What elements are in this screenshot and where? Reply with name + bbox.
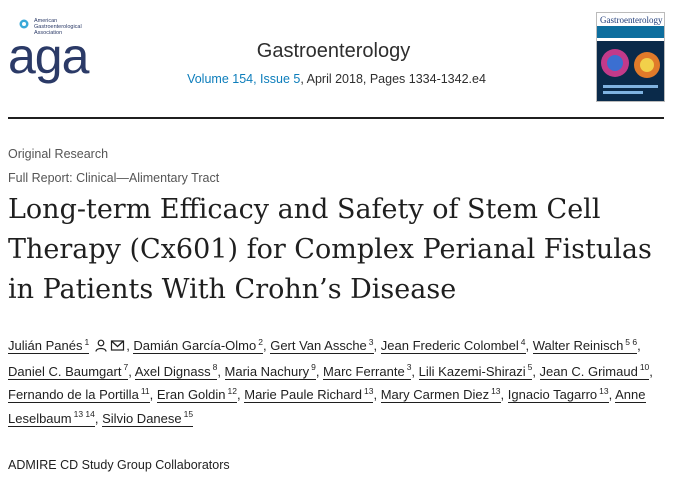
author-link[interactable]: Marie Paule Richard 13 xyxy=(244,385,374,403)
author-link[interactable]: Fernando de la Portilla 11 xyxy=(8,385,150,403)
author-link[interactable]: Ignacio Tagarro 13 xyxy=(507,385,609,403)
author-link[interactable]: Walter Reinisch 5 6 xyxy=(532,336,638,354)
aga-logo[interactable]: American Gastroenterological Association… xyxy=(8,18,92,88)
article-title: Long-term Efficacy and Safety of Stem Ce… xyxy=(8,194,652,305)
cover-title: Gastroenterology xyxy=(600,15,663,25)
author-link[interactable]: Gert Van Assche 3 xyxy=(270,336,374,354)
cover-art xyxy=(597,41,664,101)
author-link[interactable]: Julián Panés 1 xyxy=(8,336,90,354)
author-link[interactable]: Eran Goldin 12 xyxy=(156,385,237,403)
aga-wordmark: aga xyxy=(8,28,89,84)
author-link[interactable]: Damián García-Olmo 2 xyxy=(133,336,263,354)
author-link[interactable]: Jean C. Grimaud 10 xyxy=(539,362,650,380)
collaborators-link[interactable]: ADMIRE CD Study Group Collaborators xyxy=(8,458,230,472)
aga-org-name: American Gastroenterological Association xyxy=(34,18,82,36)
cover-band xyxy=(597,26,664,38)
author-link[interactable]: Axel Dignass 8 xyxy=(134,362,218,380)
issue-info: Volume 154, Issue 5, April 2018, Pages 1… xyxy=(0,72,673,86)
date-pages: , April 2018, Pages 1334-1342.e4 xyxy=(300,72,486,86)
article-type: Original Research xyxy=(8,147,109,161)
journal-title[interactable]: Gastroenterology xyxy=(256,40,411,62)
author-link[interactable]: Jean Frederic Colombel 4 xyxy=(380,336,526,354)
header-divider xyxy=(8,117,664,119)
author-link[interactable]: Mary Carmen Diez 13 xyxy=(380,385,501,403)
aga-emblem-icon xyxy=(19,19,29,29)
author-link[interactable]: Silvio Danese 15 xyxy=(102,409,194,427)
author-link[interactable]: Marc Ferrante 3 xyxy=(323,362,412,380)
journal-cover-thumbnail[interactable]: Gastroenterology xyxy=(596,12,665,102)
report-section: Full Report: Clinical—Alimentary Tract xyxy=(8,171,220,185)
person-icon xyxy=(95,339,107,352)
journal-header: American Gastroenterological Association… xyxy=(0,0,673,118)
author-list: Julián Panés 1, Damián García-Olmo 2, Gert… xyxy=(8,336,653,427)
volume-issue-link[interactable]: Volume 154, Issue 5 xyxy=(187,72,301,86)
author-link[interactable]: Lili Kazemi-Shirazi 5 xyxy=(418,362,533,380)
author-link[interactable]: Daniel C. Baumgart 7 xyxy=(8,362,129,380)
mail-icon xyxy=(111,340,125,351)
author-link[interactable]: Maria Nachury 9 xyxy=(224,362,316,380)
author-contact-icons[interactable] xyxy=(95,336,125,360)
author-link[interactable]: Anne Leselbaum 13 14 xyxy=(8,387,646,427)
